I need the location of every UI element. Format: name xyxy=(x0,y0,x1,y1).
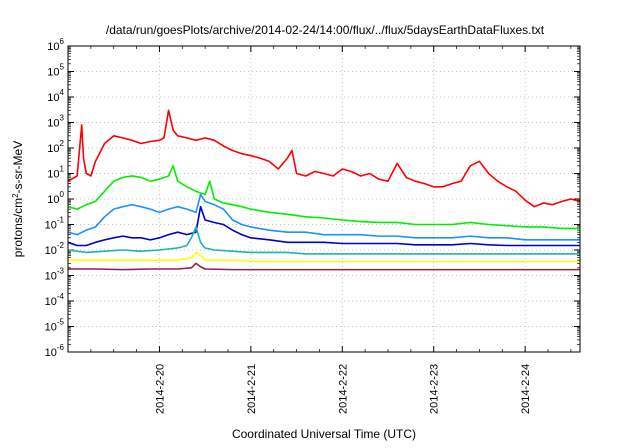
y-tick-exponent: -1 xyxy=(57,216,65,225)
y-tick-label: 10-2 xyxy=(45,241,65,257)
y-tick-label: 10-5 xyxy=(45,318,65,334)
x-tick-label: 2014-2-23 xyxy=(429,364,441,414)
plot-frame xyxy=(67,45,581,353)
y-tick-base: 10 xyxy=(47,118,59,130)
grid xyxy=(68,46,580,352)
y-tick-exponent: -6 xyxy=(57,343,65,352)
series-line-1 xyxy=(67,109,581,208)
y-tick-exponent: -2 xyxy=(57,241,65,250)
y-axis-label-sup: 2 xyxy=(11,193,20,198)
y-tick-exponent: 1 xyxy=(60,165,65,174)
series-line-6 xyxy=(68,251,580,263)
y-tick-label: 100 xyxy=(47,190,64,206)
y-axis-label: protons/cm2-s-sr-MeV xyxy=(11,141,26,257)
x-tick-label: 2014-2-21 xyxy=(246,364,258,414)
series-line-3 xyxy=(67,193,580,241)
series-layer xyxy=(67,109,581,271)
y-tick-label: 106 xyxy=(47,37,64,53)
y-tick-label: 101 xyxy=(47,165,64,181)
x-tick-label: 2014-2-20 xyxy=(154,364,166,414)
y-tick-label: 10-1 xyxy=(45,216,65,232)
y-tick-base: 10 xyxy=(45,245,57,257)
y-tick-exponent: 0 xyxy=(60,190,65,199)
y-tick-label: 10-6 xyxy=(45,343,65,359)
y-tick-label: 103 xyxy=(47,114,64,130)
y-tick-label: 102 xyxy=(47,139,64,155)
x-axis-label: Coordinated Universal Time (UTC) xyxy=(232,427,416,441)
y-axis-label-suffix: -s-sr-MeV xyxy=(11,141,25,194)
y-tick-exponent: -4 xyxy=(57,292,65,301)
y-axis-label-prefix: protons/cm xyxy=(11,198,25,257)
y-tick-base: 10 xyxy=(45,271,57,283)
chart-title: /data/run/goesPlots/archive/2014-02-24/1… xyxy=(106,23,545,37)
series-line-5 xyxy=(67,226,580,255)
y-tick-base: 10 xyxy=(47,169,59,181)
series-line-2 xyxy=(67,165,580,230)
x-tick-label: 2014-2-22 xyxy=(337,364,349,414)
series-line-4 xyxy=(67,205,580,247)
y-tick-base: 10 xyxy=(45,220,57,232)
y-tick-base: 10 xyxy=(45,347,57,359)
y-tick-base: 10 xyxy=(47,194,59,206)
y-tick-label: 10-4 xyxy=(45,292,65,308)
y-tick-exponent: 2 xyxy=(60,139,65,148)
y-tick-base: 10 xyxy=(45,296,57,308)
y-tick-base: 10 xyxy=(47,67,59,79)
x-tick-label: 2014-2-24 xyxy=(520,364,532,414)
y-tick-base: 10 xyxy=(47,41,59,53)
y-tick-label: 10-3 xyxy=(45,267,65,283)
y-tick-exponent: -3 xyxy=(57,267,65,276)
y-tick-base: 10 xyxy=(47,143,59,155)
y-tick-label: 105 xyxy=(47,63,64,79)
y-tick-label: 104 xyxy=(47,88,64,104)
y-tick-exponent: 4 xyxy=(60,88,65,97)
y-tick-exponent: 3 xyxy=(60,114,65,123)
y-tick-exponent: -5 xyxy=(57,318,65,327)
y-tick-base: 10 xyxy=(45,322,57,334)
series-line-7 xyxy=(68,262,580,271)
y-tick-exponent: 6 xyxy=(60,37,65,46)
y-tick-base: 10 xyxy=(47,92,59,104)
y-tick-exponent: 5 xyxy=(60,63,65,72)
